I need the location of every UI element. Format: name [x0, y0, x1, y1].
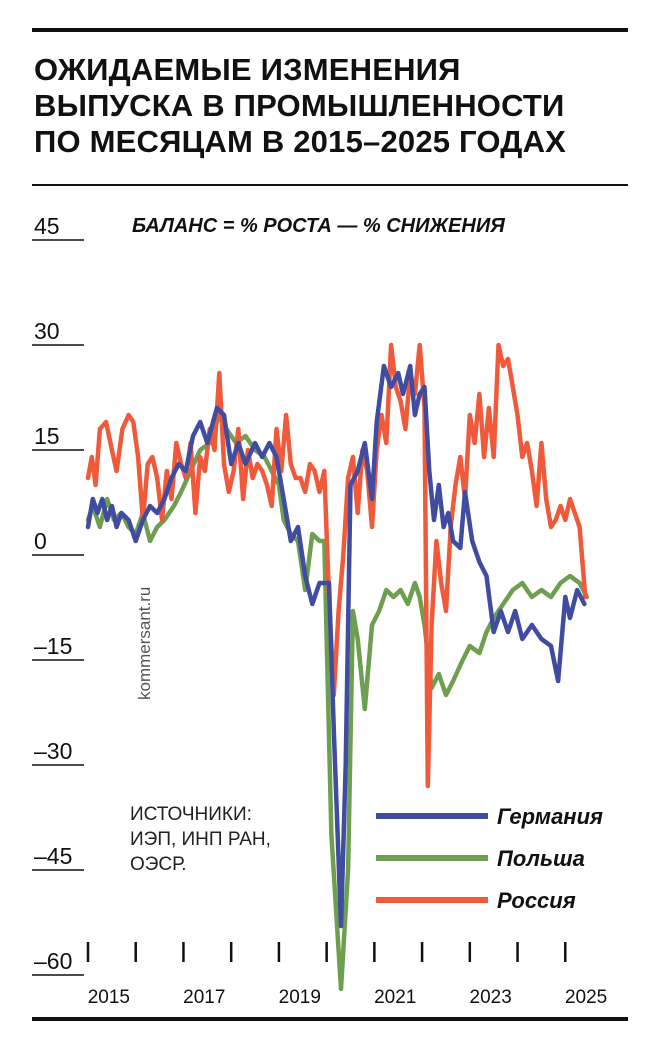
x-tick-label: 2017 — [183, 987, 225, 1008]
y-tick-label: –60 — [34, 948, 72, 974]
top-rule — [32, 28, 628, 32]
title-divider — [32, 184, 628, 186]
y-axis: 45 30 15 0 –15 –30 –45 –60 — [32, 213, 84, 976]
source-line-1: ИСТОЧНИКИ: — [130, 804, 252, 825]
x-tick-label: 2025 — [565, 987, 607, 1008]
legend-label: Германия — [497, 804, 603, 829]
x-tick-label: 2021 — [374, 987, 416, 1008]
title-line-2: ВЫПУСКА В ПРОМЫШЛЕННОСТИ — [34, 88, 565, 123]
y-tick-label: –45 — [34, 843, 72, 869]
bottom-rule — [32, 1017, 628, 1021]
y-tick-label: –15 — [34, 633, 72, 659]
series-line-0 — [85, 363, 587, 929]
x-tick-label: 2019 — [279, 987, 321, 1008]
title-line-1: ОЖИДАЕМЫЕ ИЗМЕНЕНИЯ — [34, 52, 461, 87]
source-line-3: ОЭСР. — [130, 854, 187, 875]
x-axis: 2015 2017 2019 2021 2023 2025 — [86, 942, 607, 1008]
chart-title: ОЖИДАЕМЫЕ ИЗМЕНЕНИЯ ВЫПУСКА В ПРОМЫШЛЕНН… — [34, 52, 634, 160]
y-tick-label: 0 — [34, 528, 47, 554]
legend-label: Россия — [497, 888, 576, 913]
y-tick-label: –30 — [34, 738, 72, 764]
y-tick-label: 30 — [34, 318, 60, 344]
y-tick-label: 45 — [34, 213, 60, 239]
title-line-3: ПО МЕСЯЦАМ В 2015–2025 ГОДАХ — [34, 124, 567, 159]
source-note: ИСТОЧНИКИ: ИЭП, ИНП РАН, ОЭСР. — [130, 802, 271, 877]
chart-subtitle: БАЛАНС = % РОСТА — % СНИЖЕНИЯ — [132, 215, 505, 237]
series-lines — [85, 342, 590, 992]
source-line-2: ИЭП, ИНП РАН, — [130, 829, 271, 850]
x-tick-label: 2023 — [470, 987, 512, 1008]
kommersant-watermark: kommersant.ru — [135, 587, 154, 700]
x-tick-label: 2015 — [88, 987, 130, 1008]
series-line-2 — [85, 342, 588, 789]
y-tick-label: 15 — [34, 423, 60, 449]
legend-label: Польша — [497, 846, 585, 871]
legend: Германия Польша Россия — [376, 804, 603, 913]
